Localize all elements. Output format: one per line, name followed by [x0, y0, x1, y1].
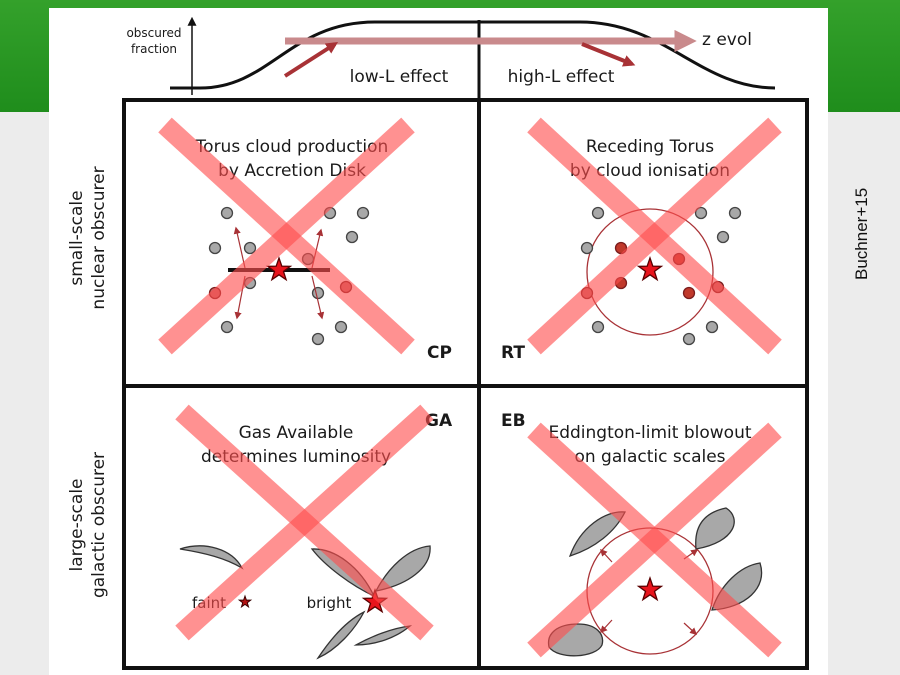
cp-title-line2: by Accretion Disk: [218, 161, 366, 181]
z-evol-label: z evol: [702, 30, 752, 50]
obscured-fraction-curve: [170, 20, 776, 90]
high-l-shift-arrow: [581, 42, 636, 67]
y-axis-label-line1: obscured: [126, 26, 181, 40]
faint-star: [237, 594, 253, 609]
rt-title-line2: by cloud ionisation: [570, 161, 730, 181]
ga-title-line1: Gas Available: [239, 423, 354, 443]
eb-tag: EB: [501, 411, 526, 431]
low-l-shift-arrow: [283, 42, 339, 78]
rt-agn-star: [636, 256, 664, 282]
rt-tag: RT: [501, 343, 525, 363]
ga-gas-clouds: [179, 545, 431, 660]
row-label-large-line2: galactic obscurer: [89, 452, 109, 598]
quadrant-eb: EB Eddington-limit blowout on galactic s…: [501, 411, 782, 658]
eb-agn-star: [636, 576, 664, 602]
eb-outflow-arrows: [600, 548, 699, 635]
ionisation-sphere: [586, 208, 714, 336]
cp-tag: CP: [427, 343, 452, 363]
bright-label: bright: [307, 594, 352, 612]
y-axis-label-line2: fraction: [131, 42, 177, 56]
eb-rejection-cross: [527, 422, 782, 658]
row-label-small-line2: nuclear obscurer: [89, 166, 109, 309]
top-curve: obscured fraction z evol low-L effect hi…: [126, 16, 776, 100]
row-label-large-line1: large-scale: [67, 478, 87, 571]
cp-title-line1: Torus cloud production: [195, 137, 389, 157]
rt-gray-clouds: [580, 206, 742, 346]
row-label-small-line1: small-scale: [67, 190, 87, 285]
eb-title-line1: Eddington-limit blowout: [548, 423, 751, 443]
cp-agn-star: [265, 256, 293, 282]
quadrant-ga: Gas Available determines luminosity GA f…: [175, 404, 453, 660]
quadrant-grid: [122, 98, 809, 670]
ga-tag: GA: [425, 411, 453, 431]
cp-rejection-cross: [158, 117, 415, 355]
high-l-effect-label: high-L effect: [508, 67, 615, 87]
ga-rejection-cross: [175, 404, 434, 641]
rt-title-line1: Receding Torus: [586, 137, 714, 157]
eb-title-line2: on galactic scales: [574, 447, 725, 467]
quadrant-rt: Receding Torus by cloud ionisation RT: [501, 117, 782, 363]
quadrant-cp: Torus cloud production by Accretion Disk…: [158, 117, 452, 363]
rt-rejection-cross: [527, 117, 782, 355]
low-l-effect-label: low-L effect: [350, 67, 449, 87]
